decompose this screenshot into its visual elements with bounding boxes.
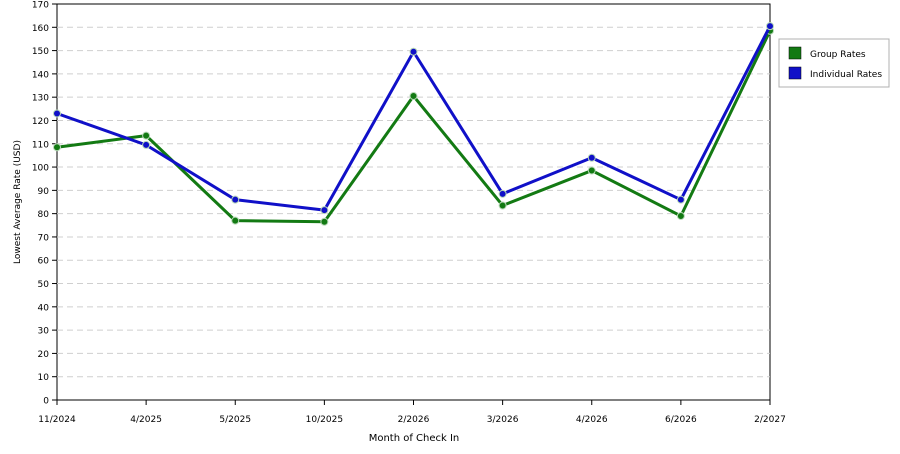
data-point (53, 109, 61, 118)
y-tick-label: 130 (32, 94, 49, 104)
x-tick-label: 5/2025 (219, 415, 251, 425)
x-tick-label: 11/2024 (38, 415, 76, 425)
y-axis: 0 10 20 30 40 50 60 70 80 90 100 110 120 130 140 150 160… (32, 1, 57, 407)
legend: Group Rates Individual Rates (778, 38, 890, 88)
data-point (142, 140, 151, 149)
plot-area (56, 3, 771, 401)
data-point (409, 92, 418, 101)
y-tick-label: 20 (38, 350, 50, 360)
data-point (498, 189, 507, 198)
x-axis: 11/2024 4/2025 5/2025 10/2025 2/2026 3/2026 4/… (38, 400, 786, 425)
y-tick-label: 110 (32, 140, 49, 150)
legend-swatch-individual (788, 66, 802, 80)
legend-label-individual: Individual Rates (810, 70, 882, 80)
y-tick-label: 50 (38, 280, 50, 290)
data-point (676, 195, 685, 204)
x-tick-label: 2/2026 (398, 415, 430, 425)
data-point (53, 143, 61, 152)
x-tick-label: 4/2026 (576, 415, 608, 425)
y-tick-label: 100 (32, 164, 49, 174)
x-tick-label: 3/2026 (487, 415, 519, 425)
legend-label-group: Group Rates (810, 50, 866, 60)
series-1 (53, 22, 774, 215)
x-tick-label: 2/2027 (754, 415, 786, 425)
y-tick-label: 10 (38, 373, 50, 383)
data-point (231, 216, 240, 225)
y-tick-label: 160 (32, 24, 49, 34)
y-tick-label: 120 (32, 117, 49, 127)
data-point (320, 217, 329, 226)
data-point (142, 131, 151, 140)
x-axis-label: Month of Check In (369, 433, 460, 444)
data-point (587, 153, 596, 162)
data-point (676, 211, 685, 220)
gridlines (57, 26, 770, 378)
y-axis-label: Lowest Average Rate (USD) (13, 140, 23, 264)
data-point (320, 206, 329, 215)
y-tick-label: 0 (43, 397, 49, 407)
data-point (409, 47, 418, 56)
series-layer (53, 22, 774, 226)
data-point (231, 195, 240, 204)
data-point (498, 201, 507, 210)
data-point (766, 22, 774, 31)
x-tick-label: 10/2025 (306, 415, 343, 425)
y-tick-label: 150 (32, 47, 49, 57)
y-tick-label: 30 (38, 327, 50, 337)
y-tick-label: 80 (38, 210, 50, 220)
y-tick-label: 70 (38, 233, 50, 243)
data-point (587, 166, 596, 175)
y-tick-label: 170 (32, 1, 49, 11)
y-tick-label: 140 (32, 70, 49, 80)
x-tick-label: 6/2026 (665, 415, 697, 425)
y-tick-label: 60 (38, 257, 50, 267)
legend-swatch-group (788, 46, 802, 60)
x-tick-label: 4/2025 (130, 415, 162, 425)
y-tick-label: 90 (38, 187, 50, 197)
y-tick-label: 40 (38, 303, 50, 313)
